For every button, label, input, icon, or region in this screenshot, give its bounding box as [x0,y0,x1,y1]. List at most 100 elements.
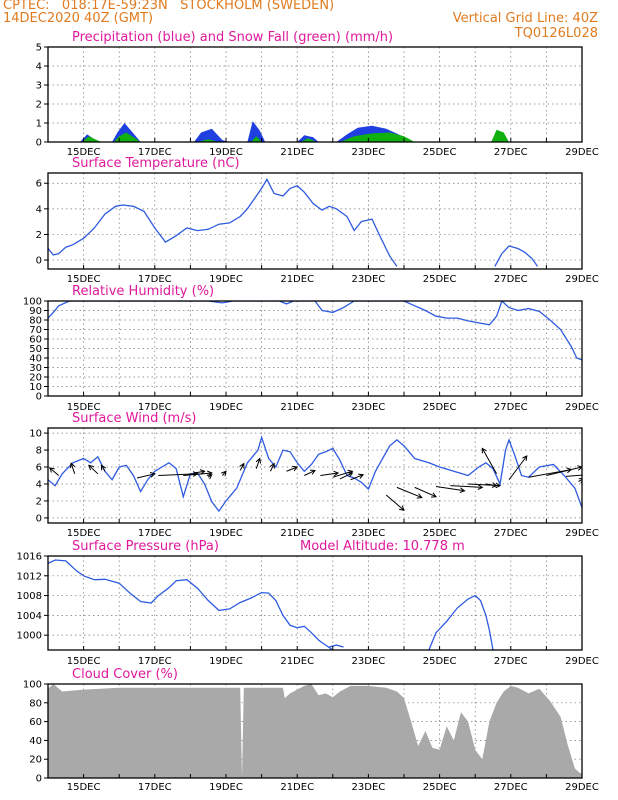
x-tick-label: 17DEC [138,528,172,539]
x-tick-label: 29DEC [565,782,599,793]
header-run-date: 14DEC2020 40Z (GMT) [3,11,154,26]
y-tick-label: 1008 [17,591,42,602]
wind-arrow-head [459,487,466,493]
wind-arrow [70,463,76,474]
x-tick-label: 19DEC [209,274,243,285]
y-tick-label: 10 [29,429,42,440]
wind-arrow [339,472,353,480]
wind-arrow [320,472,339,476]
panel-title: Cloud Cover (%) [72,667,178,682]
panel-title: Surface Wind (m/s) [72,411,196,426]
x-tick-label: 25DEC [423,402,457,413]
wind-arrow-head [149,472,156,478]
x-tick-label: 25DEC [423,782,457,793]
x-tick-label: 17DEC [138,147,172,158]
panel-title: Precipitation (blue) and Snow Fall (gree… [72,30,393,45]
y-tick-label: 3 [36,81,42,92]
wind-arrow-head [522,455,528,461]
x-tick-label: 29DEC [565,147,599,158]
wind-arrow-head [49,467,55,473]
wind-arrow-head [431,492,437,498]
series-line [48,178,398,267]
plot-area [80,121,510,142]
wind-arrow-head [583,473,588,478]
y-tick-label: 20 [29,755,42,766]
panel-frame [47,172,583,270]
wind-arrow [435,486,465,492]
y-tick-label: 4 [36,62,42,73]
panel-frame [47,683,583,779]
x-tick-label: 15DEC [67,656,101,667]
plot-area [48,301,582,361]
y-tick-label: 60 [29,335,42,346]
wind-arrow-head [69,462,76,469]
y-tick-label: 1 [36,119,42,130]
wind-arrow [332,470,353,478]
panel-title: Surface Temperature (nC) [72,156,240,171]
x-tick-label: 23DEC [352,782,386,793]
x-tick-label: 15DEC [67,402,101,413]
panel-annotation: Model Altitude: 10.778 m [300,539,465,554]
x-tick-label: 27DEC [494,528,528,539]
plot-area [48,178,539,267]
y-tick-label: 6 [36,179,42,190]
wind-arrow [255,458,261,469]
y-tick-label: 5 [36,43,42,54]
wind-arrow [546,466,582,476]
series-line [48,559,334,650]
y-tick-label: 4 [36,204,42,215]
precipitation-area [80,121,510,142]
x-tick-label: 21DEC [280,656,314,667]
wind-arrow-head [255,457,262,464]
wind-arrow-head [239,462,245,469]
series-line [428,594,494,650]
snowfall-area [81,129,510,142]
wind-arrow [414,486,437,498]
y-tick-label: 1016 [17,552,42,563]
x-tick-label: 25DEC [423,147,457,158]
wind-arrow-head [100,464,106,471]
wind-arrow [270,463,275,472]
y-tick-label: 1000 [17,631,42,642]
y-tick-label: 90 [29,306,42,317]
wind-arrow-head [199,469,206,475]
panel-title: Relative Humidity (%) [72,284,214,299]
x-tick-label: 21DEC [280,402,314,413]
panel-frame [47,427,583,524]
x-tick-label: 17DEC [138,274,172,285]
panel-0: Precipitation (blue) and Snow Fall (gree… [36,30,599,158]
wind-arrow [158,473,198,476]
panel-5: Cloud Cover (%) 0 20 40 60 80 100 15DEC 17DEC 19D… [23,667,599,793]
y-tick-label: 20 [29,373,42,384]
y-tick-label: 50 [29,344,42,355]
wind-arrow [286,466,298,472]
x-tick-label: 19DEC [209,656,243,667]
plot-area [48,559,494,650]
wind-arrow [239,463,245,471]
plot-area [48,435,588,513]
y-tick-label: 2 [36,230,42,241]
wind-arrow [304,469,316,476]
x-tick-label: 27DEC [494,147,528,158]
panel-frame [47,46,583,143]
panel-1: Surface Temperature (nC) 0 2 4 6 15DEC 17DEC 19… [36,156,599,285]
x-tick-label: 23DEC [352,147,386,158]
y-tick-label: 10 [29,382,42,393]
wind-arrow [183,472,212,476]
y-tick-label: 2 [36,496,42,507]
wind-arrow-head [292,465,299,472]
y-tick-label: 30 [29,363,42,374]
wind-arrow-head [416,493,423,499]
wind-arrow-head [491,482,498,488]
y-tick-label: 2 [36,100,42,111]
series-line [48,435,582,513]
y-tick-label: 8 [36,446,42,457]
x-tick-label: 15DEC [67,147,101,158]
panel-frame [47,555,583,651]
cloud-cover-area [48,684,582,778]
series-line [494,245,539,267]
x-tick-label: 17DEC [138,402,172,413]
wind-arrow [508,455,528,481]
header-station: CPTEC: 018:17E-59:23N STOCKHOLM (SWEDEN) [3,0,335,13]
x-tick-label: 21DEC [280,274,314,285]
